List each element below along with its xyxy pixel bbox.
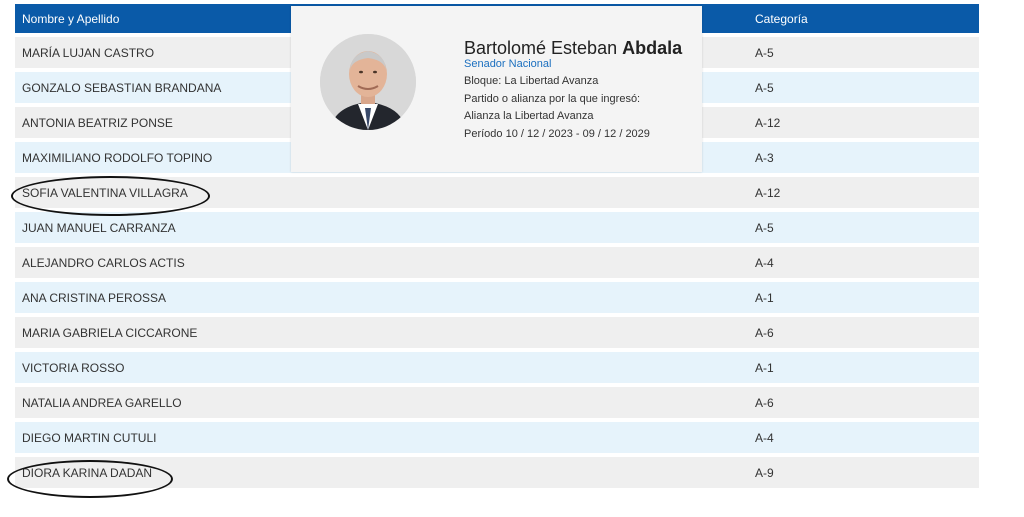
row-name[interactable]: MARIA GABRIELA CICCARONE: [22, 326, 198, 340]
senator-periodo: Período 10 / 12 / 2023 - 09 / 12 / 2029: [464, 128, 650, 140]
row-name[interactable]: DIEGO MARTIN CUTULI: [22, 431, 157, 445]
row-category: A-4: [755, 256, 774, 270]
row-name[interactable]: ANTONIA BEATRIZ PONSE: [22, 116, 173, 130]
senator-card: Bartolomé Esteban Abdala Senador Naciona…: [291, 6, 702, 172]
row-name[interactable]: MAXIMILIANO RODOLFO TOPINO: [22, 151, 213, 165]
table-row[interactable]: VICTORIA ROSSO A-1: [15, 352, 979, 383]
row-category: A-12: [755, 186, 781, 200]
header-category[interactable]: Categoría: [755, 12, 808, 26]
row-category: A-5: [755, 46, 774, 60]
row-name[interactable]: SOFIA VALENTINA VILLAGRA: [22, 186, 188, 200]
row-category: A-1: [755, 361, 774, 375]
senator-role: Senador Nacional: [464, 58, 552, 70]
header-name[interactable]: Nombre y Apellido: [22, 12, 120, 26]
table-row[interactable]: ALEJANDRO CARLOS ACTIS A-4: [15, 247, 979, 278]
row-name[interactable]: MARÍA LUJAN CASTRO: [22, 46, 155, 60]
row-category: A-5: [755, 81, 774, 95]
senator-partido: Alianza la Libertad Avanza: [464, 110, 594, 122]
table-row[interactable]: DIORA KARINA DADAN A-9: [15, 457, 979, 488]
row-category: A-4: [755, 431, 774, 445]
table-row[interactable]: NATALIA ANDREA GARELLO A-6: [15, 387, 979, 418]
table-row[interactable]: JUAN MANUEL CARRANZA A-5: [15, 212, 979, 243]
row-name[interactable]: VICTORIA ROSSO: [22, 361, 125, 375]
row-category: A-6: [755, 326, 774, 340]
senator-bloque: Bloque: La Libertad Avanza: [464, 75, 599, 87]
row-category: A-12: [755, 116, 781, 130]
row-name[interactable]: ALEJANDRO CARLOS ACTIS: [22, 256, 185, 270]
senator-partido-label: Partido o alianza por la que ingresó:: [464, 93, 641, 105]
row-category: A-5: [755, 221, 774, 235]
row-name[interactable]: DIORA KARINA DADAN: [22, 466, 153, 480]
table-row[interactable]: MARIA GABRIELA CICCARONE A-6: [15, 317, 979, 348]
table-row[interactable]: DIEGO MARTIN CUTULI A-4: [15, 422, 979, 453]
row-category: A-9: [755, 466, 774, 480]
row-name[interactable]: NATALIA ANDREA GARELLO: [22, 396, 182, 410]
table-row[interactable]: SOFIA VALENTINA VILLAGRA A-12: [15, 177, 979, 208]
row-category: A-6: [755, 396, 774, 410]
senator-avatar: [320, 34, 416, 130]
senator-name: Bartolomé Esteban Abdala: [464, 38, 683, 58]
row-name[interactable]: ANA CRISTINA PEROSSA: [22, 291, 167, 305]
row-category: A-3: [755, 151, 774, 165]
table-row[interactable]: ANA CRISTINA PEROSSA A-1: [15, 282, 979, 313]
row-name[interactable]: GONZALO SEBASTIAN BRANDANA: [22, 81, 222, 95]
row-name[interactable]: JUAN MANUEL CARRANZA: [22, 221, 176, 235]
row-category: A-1: [755, 291, 774, 305]
